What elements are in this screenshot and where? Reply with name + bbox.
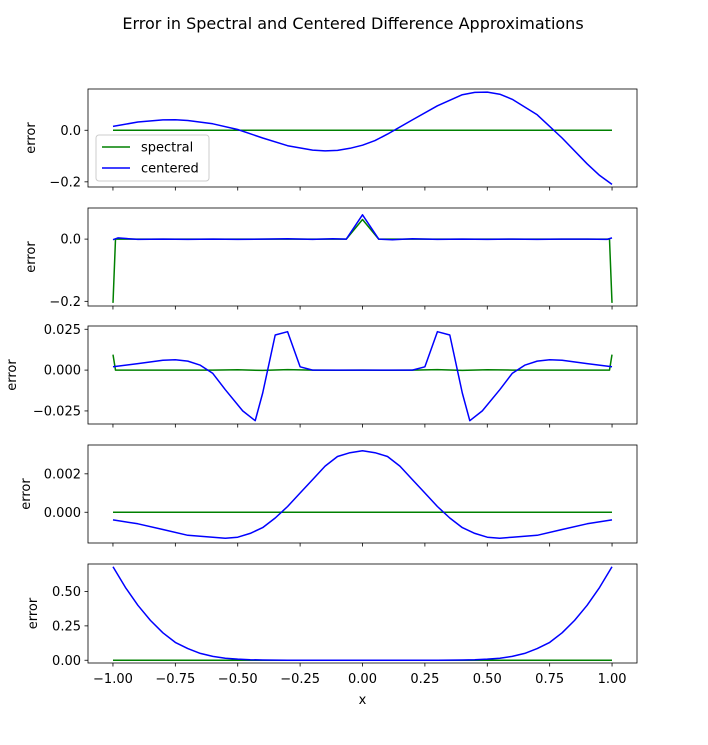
- legend: spectral centered: [95, 134, 210, 182]
- y-tick-label: −0.2: [49, 175, 81, 190]
- axes-frame: [87, 563, 638, 664]
- y-tick-label: −0.025: [33, 404, 81, 419]
- subplot-3: 0.025 0.000 −0.025 error: [5, 323, 638, 428]
- x-tick-label: 0.25: [410, 672, 439, 687]
- x-tick-label: −0.25: [280, 672, 320, 687]
- x-tick-label: 0.00: [348, 672, 377, 687]
- series-line-centered: [112, 214, 613, 241]
- axes-frame: [87, 207, 638, 307]
- y-axis-label: error: [24, 122, 39, 154]
- series-line-centered: [112, 566, 613, 662]
- y-tick-label: 0.50: [52, 585, 81, 600]
- x-tick-label: 0.75: [535, 672, 564, 687]
- y-axis-label: error: [5, 359, 20, 391]
- series-line-spectral: [112, 218, 613, 303]
- subplots: 0.0 −0.2 error spectral centered 0.0 −0.2 error…: [5, 88, 638, 708]
- y-tick-label: 0.025: [44, 323, 81, 338]
- x-tick-label: −0.50: [218, 672, 258, 687]
- x-tick-label: 0.50: [473, 672, 502, 687]
- subplot-5: 0.50 0.25 0.00 −1.00 −0.75 −0.50 −0.25 0.00 0.25…: [26, 563, 638, 708]
- series-line-centered: [112, 330, 613, 422]
- y-axis-label: error: [19, 478, 34, 510]
- subplot-1: 0.0 −0.2 error spectral centered: [24, 88, 638, 191]
- y-tick-label: 0.00: [52, 654, 81, 669]
- x-tick-label: 1.00: [598, 672, 627, 687]
- y-tick-label: 0.25: [52, 619, 81, 634]
- y-tick-label: 0.000: [44, 506, 81, 521]
- y-tick-label: 0.0: [60, 233, 81, 248]
- x-tick-label: −0.75: [155, 672, 195, 687]
- legend-label-centered: centered: [141, 162, 199, 177]
- series-line-centered: [112, 91, 613, 186]
- axes-frame: [87, 325, 638, 425]
- legend-label-spectral: spectral: [141, 141, 193, 156]
- y-tick-label: 0.002: [44, 467, 81, 482]
- y-axis-label: error: [26, 597, 41, 629]
- y-tick-label: 0.000: [44, 364, 81, 379]
- subplot-4: 0.002 0.000 error: [19, 444, 638, 547]
- axes-frame: [87, 444, 638, 544]
- subplot-2: 0.0 −0.2 error: [24, 207, 638, 310]
- x-tick-label: −1.00: [93, 672, 133, 687]
- x-axis-label: x: [359, 693, 367, 708]
- y-tick-label: 0.0: [60, 124, 81, 139]
- y-tick-label: −0.2: [49, 295, 81, 310]
- y-axis-label: error: [24, 241, 39, 273]
- figure-title: Error in Spectral and Centered Differenc…: [122, 14, 583, 33]
- series-line-spectral: [112, 354, 613, 372]
- series-line-centered: [112, 450, 613, 539]
